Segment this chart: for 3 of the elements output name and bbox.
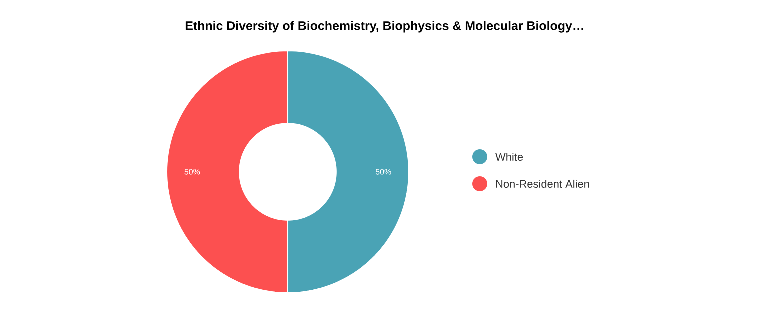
legend-label: White — [496, 152, 524, 162]
legend-label: Non-Resident Alien — [496, 180, 590, 188]
chart-title: Ethnic Diversity of Biochemistry, Biophysics & Molecular Biology… — [186, 21, 584, 33]
